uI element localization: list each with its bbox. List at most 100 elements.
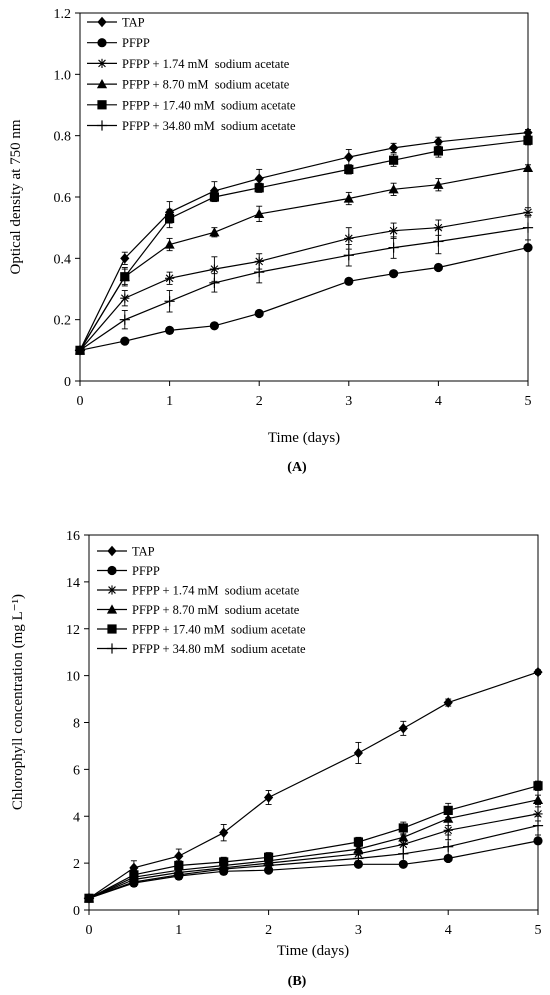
data-point xyxy=(164,296,175,307)
chart-panel-a: Optical density at 750 nm Time (days) (A… xyxy=(8,7,534,475)
data-point xyxy=(523,243,533,253)
series-line xyxy=(79,139,529,351)
x-tick-label: 1 xyxy=(175,923,182,938)
data-point xyxy=(344,151,354,163)
data-point xyxy=(443,825,453,835)
data-point xyxy=(209,264,219,274)
y-tick-label: 1.0 xyxy=(54,68,72,83)
legend-marker xyxy=(97,100,107,110)
legend-label: TAP xyxy=(132,545,155,559)
y-tick-label: 0.4 xyxy=(54,252,72,267)
series-line xyxy=(88,785,539,899)
x-tick-label: 5 xyxy=(535,923,542,938)
data-point xyxy=(343,250,354,261)
data-point xyxy=(353,853,364,864)
panel-label-b: (B) xyxy=(288,974,307,989)
chart-panel-b: Chlorophyll concentration (mg L⁻¹) Time … xyxy=(10,529,544,989)
x-tick-label: 1 xyxy=(166,394,173,409)
y-axis-label-a: Optical density at 750 nm xyxy=(8,119,24,274)
series-line xyxy=(88,671,539,899)
data-point xyxy=(433,146,443,156)
data-point xyxy=(388,184,399,194)
legend-marker xyxy=(107,585,117,595)
data-point xyxy=(344,276,354,286)
legend-label: PFPP xyxy=(122,36,150,50)
data-point xyxy=(522,222,534,233)
legend-label: PFPP + 1.74 mM sodium acetate xyxy=(132,584,300,598)
y-tick-label: 10 xyxy=(66,670,80,685)
data-point xyxy=(120,253,130,264)
x-tick-label: 3 xyxy=(345,394,352,409)
x-axis-label-b: Time (days) xyxy=(277,943,349,959)
data-point xyxy=(128,876,139,887)
data-point xyxy=(120,272,130,282)
data-point xyxy=(209,227,220,237)
legend-marker xyxy=(106,604,118,614)
data-point xyxy=(389,226,399,236)
data-point xyxy=(389,269,399,279)
data-point xyxy=(263,860,274,871)
data-point xyxy=(219,857,229,867)
legend-marker xyxy=(96,79,108,89)
y-tick-label: 8 xyxy=(73,717,80,732)
data-point xyxy=(532,794,544,804)
legend-label: PFPP + 34.80 mM sodium acetate xyxy=(122,119,296,133)
series-2 xyxy=(84,836,543,903)
data-point xyxy=(165,273,175,283)
series-4 xyxy=(74,162,534,355)
data-point xyxy=(533,781,543,791)
data-point xyxy=(254,173,264,184)
data-point xyxy=(353,843,364,854)
data-point xyxy=(254,308,264,319)
y-tick-label: 0.2 xyxy=(54,314,72,329)
data-point xyxy=(209,277,220,288)
data-point xyxy=(165,213,175,224)
data-point xyxy=(173,869,184,880)
legend: TAP PFPP PFPP + 1.74 mM sodium acetate PFPP… xyxy=(87,16,296,133)
data-point xyxy=(433,179,444,189)
data-point xyxy=(264,852,274,862)
series-5 xyxy=(84,780,543,903)
series-line xyxy=(79,132,529,351)
series-line xyxy=(79,211,529,351)
data-point xyxy=(532,820,544,831)
data-point xyxy=(389,155,399,165)
data-point xyxy=(174,850,184,862)
series-line xyxy=(88,813,539,899)
legend-marker xyxy=(107,545,117,557)
data-point xyxy=(533,836,543,846)
x-tick-label: 0 xyxy=(77,394,84,409)
x-tick-label: 4 xyxy=(445,923,452,938)
data-point xyxy=(219,827,229,838)
series-1 xyxy=(75,127,533,356)
legend-label: TAP xyxy=(122,16,145,30)
series-line xyxy=(79,247,529,351)
series-6 xyxy=(83,815,544,904)
data-point xyxy=(443,697,453,708)
legend-marker xyxy=(107,624,117,634)
series-line xyxy=(79,227,529,351)
data-point xyxy=(443,813,454,823)
data-point xyxy=(398,848,409,859)
data-point xyxy=(398,859,408,869)
legend-marker xyxy=(97,38,107,48)
data-point xyxy=(388,242,399,253)
data-point xyxy=(343,193,354,203)
data-point xyxy=(209,321,219,331)
data-point xyxy=(120,293,130,303)
data-point xyxy=(119,314,130,325)
data-point xyxy=(443,805,453,815)
y-tick-label: 16 xyxy=(66,529,80,544)
series-1 xyxy=(84,666,543,904)
legend-marker xyxy=(106,643,118,654)
x-tick-label: 3 xyxy=(355,923,362,938)
data-point xyxy=(83,893,95,904)
legend-label: PFPP + 8.70 mM sodium acetate xyxy=(122,78,290,92)
data-point xyxy=(164,239,175,249)
data-point xyxy=(344,233,354,243)
data-point xyxy=(523,127,533,138)
x-axis-label-a: Time (days) xyxy=(268,430,340,446)
x-tick-label: 4 xyxy=(435,394,442,409)
y-tick-label: 6 xyxy=(73,763,80,778)
